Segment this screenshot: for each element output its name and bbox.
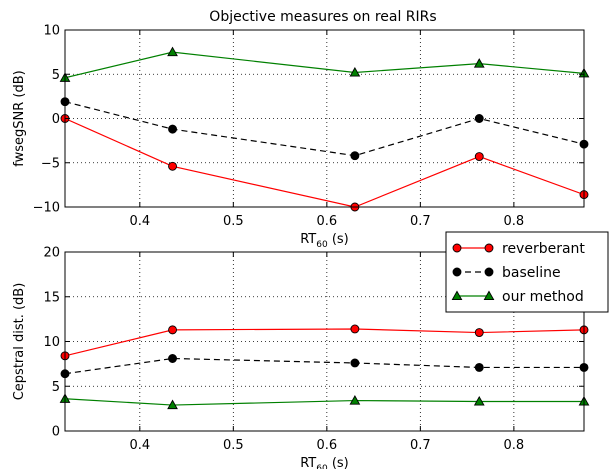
data-point-our-method [167, 46, 178, 57]
y-tick-label: −10 [33, 201, 60, 216]
legend-label: our method [502, 289, 584, 305]
series-line-our-method [65, 51, 584, 79]
data-point-reverberant [474, 328, 484, 337]
legend-marker [484, 267, 494, 277]
chart-title: Objective measures on real RIRs [209, 9, 436, 25]
legend-marker [452, 243, 462, 253]
x-tick-label: 0.4 [129, 214, 150, 229]
y-axis-label: Cepstral dist. (dB) [12, 283, 27, 401]
data-point-baseline [474, 363, 484, 372]
x-tick-label: 0.7 [410, 438, 431, 453]
data-point-our-method [473, 58, 485, 68]
legend-label: baseline [502, 265, 561, 281]
series-layer [65, 328, 584, 406]
x-tick-label: 0.5 [223, 438, 244, 453]
data-point-reverberant [350, 324, 360, 334]
y-tick-label: 0 [52, 425, 60, 440]
y-tick-label: −5 [41, 156, 60, 171]
data-point-baseline [350, 151, 360, 161]
x-axis-label: RT60 (s) [300, 456, 349, 469]
y-tick-label: 0 [52, 112, 60, 127]
x-tick-label: 0.6 [316, 214, 337, 229]
series-layer [65, 51, 584, 207]
legend-label: reverberant [502, 241, 585, 257]
x-tick-label: 0.6 [316, 438, 337, 453]
x-axis-label: RT60 (s) [300, 232, 349, 250]
data-point-baseline [168, 354, 177, 363]
series-line-baseline [65, 357, 584, 375]
legend-marker [452, 267, 462, 277]
y-tick-label: 10 [43, 335, 60, 350]
y-tick-label: 10 [43, 24, 60, 39]
data-point-baseline [168, 124, 177, 134]
y-tick-label: 15 [43, 290, 60, 305]
legend-marker [451, 290, 463, 301]
legend: reverberant baseline our method [445, 231, 609, 313]
legend-marker [483, 290, 495, 301]
data-point-our-method [473, 395, 485, 406]
series-line-our-method [65, 398, 584, 406]
series-line-reverberant [65, 117, 584, 207]
series-line-baseline [65, 101, 584, 157]
data-point-reverberant [168, 161, 177, 171]
x-tick-label: 0.8 [504, 214, 525, 229]
data-point-reverberant [474, 152, 484, 162]
y-tick-label: 20 [43, 246, 60, 261]
y-tick-label: 5 [52, 380, 60, 395]
data-point-reverberant [168, 325, 177, 335]
data-point-our-method [349, 66, 361, 77]
data-point-baseline [474, 114, 484, 123]
y-axis-label: fwsegSNR (dB) [12, 70, 27, 166]
data-point-our-method [349, 395, 361, 405]
plot-frame [64, 29, 585, 208]
data-point-our-method [167, 399, 178, 410]
x-tick-label: 0.7 [410, 214, 431, 229]
y-tick-label: 5 [52, 68, 60, 83]
top-panel-fwsegsnr: 0.4 0.5 0.6 0.7 0.8 −10 −5 0 5 10 RT60 (s) fwsegSNR… [12, 24, 590, 250]
legend-marker [484, 243, 494, 253]
series-line-reverberant [65, 328, 584, 357]
x-tick-label: 0.5 [223, 214, 244, 229]
legend-box [445, 231, 609, 313]
x-tick-label: 0.8 [504, 438, 525, 453]
data-point-baseline [350, 358, 360, 368]
x-tick-label: 0.4 [129, 438, 150, 453]
